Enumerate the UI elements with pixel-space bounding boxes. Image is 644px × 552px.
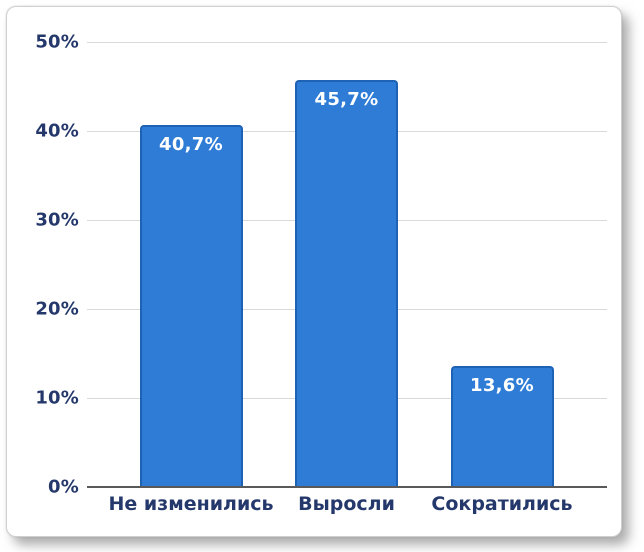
- x-axis-category-label: Выросли: [298, 493, 395, 515]
- y-axis-tick-label: 20%: [35, 298, 79, 320]
- y-axis-tick-label: 0%: [48, 476, 79, 498]
- x-axis-category-label: Сократились: [431, 493, 573, 515]
- bar-3: 13,6%: [450, 365, 554, 487]
- y-axis-tick-label: 10%: [35, 387, 79, 409]
- y-axis-tick-label: 40%: [35, 120, 79, 142]
- x-axis-category-label: Не изменились: [108, 493, 274, 515]
- bar-value-label: 13,6%: [470, 374, 534, 396]
- y-axis-tick-label: 30%: [35, 209, 79, 231]
- gridline: [87, 42, 607, 43]
- bar-value-label: 45,7%: [314, 89, 379, 111]
- y-axis-tick-label: 50%: [35, 31, 79, 53]
- x-axis-line: [87, 486, 607, 488]
- bar-1: 40,7%: [139, 124, 243, 487]
- bar-value-label: 40,7%: [159, 133, 223, 155]
- chart-card: 0% 10% 20% 30% 40% 50% 40,7% Не изменились 45,7%…: [6, 6, 622, 537]
- bar-2: 45,7%: [295, 80, 398, 487]
- bar-chart: 0% 10% 20% 30% 40% 50% 40,7% Не изменились 45,7%…: [7, 7, 621, 536]
